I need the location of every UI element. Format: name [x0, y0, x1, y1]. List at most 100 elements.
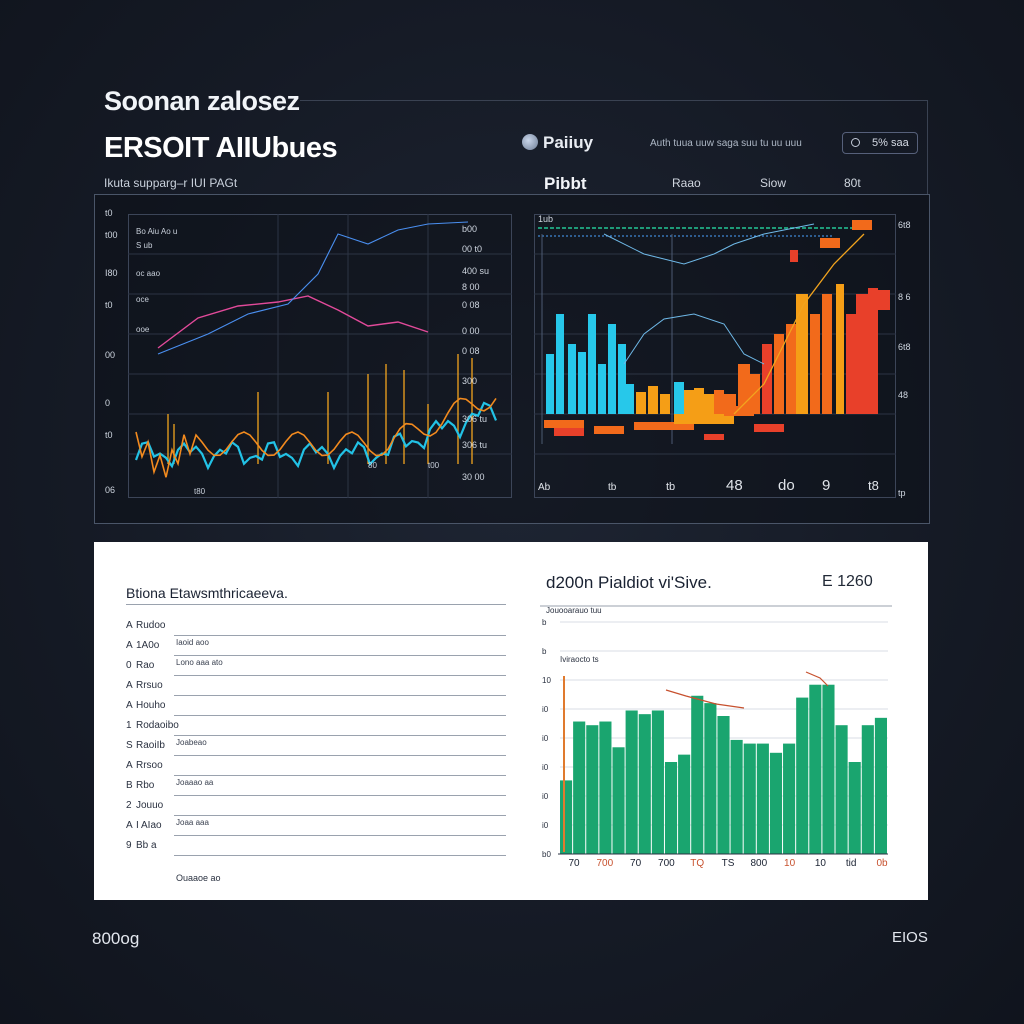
list-item[interactable]: A Houho	[126, 696, 506, 716]
y-tick: t0	[105, 300, 113, 310]
list-item-label: Rbo	[136, 780, 155, 791]
brand-logo-icon	[522, 134, 538, 150]
range-select[interactable]: 5% saa	[842, 132, 918, 154]
list-item-rule	[174, 635, 506, 636]
bar-mark	[678, 754, 691, 854]
right-tick: b00	[462, 224, 478, 234]
bar-mark	[560, 780, 573, 854]
list-item-rule	[174, 755, 506, 756]
bar-mark	[568, 344, 576, 414]
bar-mark	[874, 290, 890, 310]
table-title: Pibbt	[544, 174, 587, 193]
bar-mark	[848, 762, 861, 854]
bar-chart-x-labels: 70 700 70 700 TQ TS 800 10 10 tid 0b	[568, 858, 888, 869]
list-item[interactable]: A Rudoo	[126, 616, 506, 636]
y-tick: 00	[105, 350, 116, 360]
list-item-label: Houho	[136, 700, 166, 711]
list-item[interactable]: 0 Rao Lono aaa ato	[126, 656, 506, 676]
y-tick: 48	[898, 390, 909, 400]
list-item[interactable]: A Rrsoo	[126, 756, 506, 776]
list-item-index: 1	[126, 720, 132, 731]
list-item[interactable]: A 1A0o Iaoid aoo	[126, 636, 506, 656]
bar-mark	[861, 725, 874, 854]
left-chart-right-axis: b00 00 t0 400 su 8 00 0 08 0 00 0 08 300…	[462, 224, 506, 504]
right-tick: 0 00	[462, 326, 480, 336]
bar-mark	[691, 695, 704, 854]
bar-mark	[822, 684, 835, 854]
bar-mark	[599, 721, 612, 854]
y-tick: tp	[898, 488, 906, 498]
series-line-orange	[135, 397, 497, 478]
bar-mark	[836, 284, 844, 414]
bar-mark	[704, 434, 724, 440]
x-label: 800	[750, 858, 767, 869]
list-item[interactable]: 1 Rodaoibo	[126, 716, 506, 736]
list-item[interactable]: A Rrsuo	[126, 676, 506, 696]
list-item-rule	[174, 655, 506, 656]
table-col-1: Raao	[672, 176, 701, 190]
list-footnote: Ouaaoe ao	[176, 873, 221, 883]
legend-entry: ooe	[136, 325, 150, 334]
bar-mark	[774, 334, 784, 414]
footer-right: EIOS	[892, 929, 928, 946]
list-item-index: 0	[126, 660, 132, 671]
bar-mark	[598, 364, 606, 414]
right-chart-label: 1ub	[538, 214, 553, 224]
list-item-index: A	[126, 760, 133, 771]
bar-mark	[651, 710, 664, 854]
x-label: tb	[666, 481, 675, 493]
list-title-rule	[126, 604, 506, 605]
list-item-label: Bb a	[136, 840, 157, 851]
bar-mark	[786, 324, 796, 414]
bar-mark	[730, 739, 743, 854]
bar-chart-meta: E 1260	[822, 573, 873, 590]
bar-mark	[556, 314, 564, 414]
bar-mark	[835, 725, 848, 854]
right-tick: 400 su	[462, 266, 490, 276]
list-item-index: S	[126, 740, 133, 751]
list-item[interactable]: S RaoiIb Joabeao	[126, 736, 506, 756]
range-select-value: 5% saa	[872, 137, 909, 149]
bar-mark	[664, 762, 678, 854]
x-label: 700	[596, 858, 613, 869]
list-item-index: 9	[126, 840, 132, 851]
bar-mark	[783, 743, 796, 854]
left-chart-gridlines	[128, 214, 512, 498]
list-item-value: Joaaao aa	[176, 778, 214, 787]
list-item-label: Jouuo	[136, 800, 164, 811]
bar-mark	[750, 374, 760, 414]
x-label: t00	[428, 461, 440, 470]
left-chart-y-axis: t0 t00 I80 t0 00 0 t0 06	[100, 200, 126, 500]
list-item-index: 2	[126, 800, 132, 811]
y-tick: i0	[542, 734, 549, 743]
bar-mark	[820, 238, 840, 248]
y-tick: 06	[105, 485, 116, 495]
bar-mark	[588, 314, 596, 414]
list-item-value: Joaa aaa	[176, 818, 209, 827]
bar-mark	[608, 324, 616, 414]
brand-name: Paiiuy	[543, 133, 594, 152]
right-tick: 306 tu	[462, 414, 488, 424]
bar-chart-title: d200n Pialdiot vi'Sive.	[546, 573, 712, 592]
list-item[interactable]: B Rbo Joaaao aa	[126, 776, 506, 796]
list-item-value: Iaoid aoo	[176, 638, 209, 647]
right-chart-frame	[534, 214, 896, 498]
list-item[interactable]: 9 Bb a	[126, 836, 506, 856]
list-item-index: A	[126, 700, 133, 711]
page-subtitle: ERSOIT AIIUbues	[104, 132, 338, 164]
x-label: 9	[822, 477, 830, 494]
x-label: tb	[608, 482, 617, 493]
right-bar-chart: 1ub Ab tb tb 48 do 9 t8	[534, 214, 896, 498]
list-item-rule	[174, 795, 506, 796]
right-tick: 300	[462, 376, 478, 386]
header-vertical-divider	[927, 100, 928, 194]
list-item[interactable]: 2 Jouuo	[126, 796, 506, 816]
list-item-index: A	[126, 680, 133, 691]
y-tick: i0	[542, 792, 549, 801]
bar-chart-bars	[560, 684, 887, 854]
bar-mark	[856, 294, 868, 414]
filter-links[interactable]: Auth tuua uuw saga suu tu uu uuu	[650, 138, 802, 149]
bar-mark	[694, 388, 704, 414]
bar-mark	[810, 314, 820, 414]
